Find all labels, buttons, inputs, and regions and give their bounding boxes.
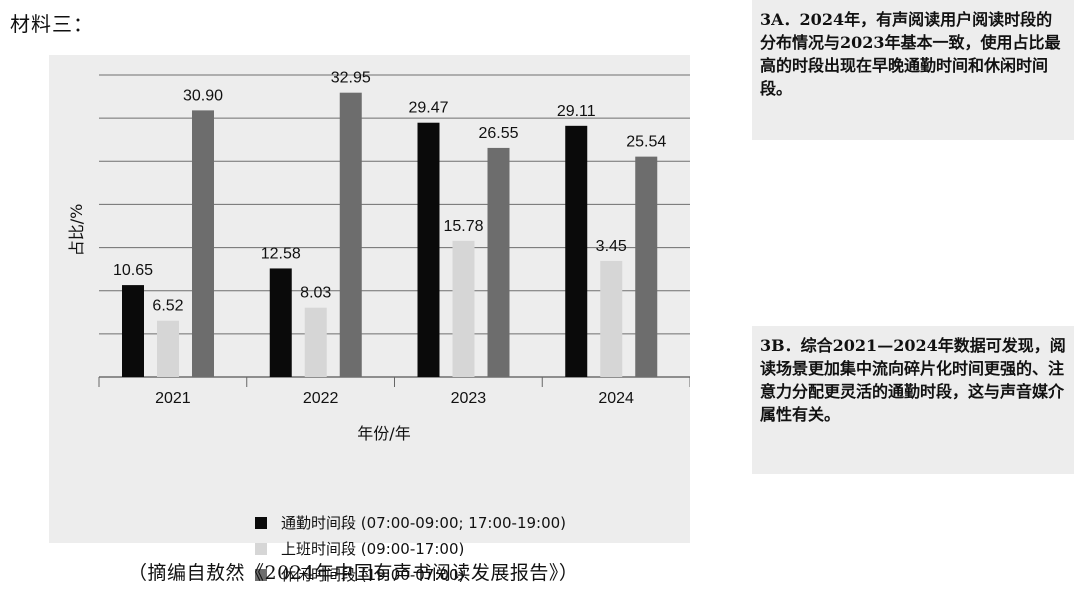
bar-2021-2 <box>192 110 214 378</box>
bar-value-label: 30.90 <box>183 87 223 104</box>
x-tick-label: 2023 <box>451 390 487 407</box>
bar-2024-2 <box>635 156 658 377</box>
material-heading: 材料三： <box>10 12 94 36</box>
bar-2023-2 <box>487 147 510 377</box>
bar-value-label: 6.52 <box>152 298 183 315</box>
bar-2022-1 <box>304 307 327 377</box>
bar-value-label: 3.45 <box>596 238 627 255</box>
bar-2023-1 <box>452 240 475 377</box>
legend-swatch-work <box>255 543 267 555</box>
bar-2022-2 <box>339 92 362 377</box>
bar-2021-1 <box>157 320 179 377</box>
bar-2024-1 <box>600 260 623 377</box>
y-axis-title: 占比/% <box>67 204 86 257</box>
bar-2022-0 <box>269 268 292 377</box>
note-3b: 3B．综合2021—2024年数据可发现，阅读场景更加集中流向碎片化时间更强的、… <box>752 326 1074 474</box>
bar-value-label: 29.11 <box>557 103 596 120</box>
bar-value-label: 26.55 <box>478 125 518 142</box>
bar-2024-0 <box>565 125 588 377</box>
x-tick-label: 2024 <box>598 390 634 407</box>
bar-value-label: 29.47 <box>408 100 448 117</box>
x-tick-label: 2022 <box>303 390 339 407</box>
source-citation: （摘编自敖然《2024年中国有声书阅读发展报告》） <box>128 562 579 584</box>
bar-value-label: 8.03 <box>300 285 331 302</box>
bar-2021-0 <box>122 285 144 377</box>
legend-swatch-leisure <box>255 569 267 581</box>
bar-value-label: 15.78 <box>443 218 483 235</box>
note-3a: 3A．2024年，有声阅读用户阅读时段的分布情况与2023年基本一致，使用占比最… <box>752 0 1074 140</box>
legend-label-work: 上班时间段 (09:00-17:00) <box>281 540 465 558</box>
chart-panel: 10.65 6.52 30.90 2021 12.58 8.03 32.95 2022 29.4… <box>49 55 690 584</box>
x-tick-label: 2021 <box>155 390 191 407</box>
bar-value-label: 32.95 <box>331 70 371 87</box>
bar-value-label: 10.65 <box>113 262 153 279</box>
x-axis-title: 年份/年 <box>357 424 410 443</box>
legend-label-commute: 通勤时间段 (07:00-09:00; 17:00-19:00) <box>281 514 567 532</box>
bar-value-label: 12.58 <box>261 245 301 262</box>
legend-label-leisure: 休闲时间段 (19:00-07:00) <box>281 566 465 584</box>
legend-swatch-commute <box>255 517 267 529</box>
bar-value-label: 25.54 <box>626 134 666 151</box>
bar-2023-0 <box>417 122 440 377</box>
bar-chart: 10.65 6.52 30.90 2021 12.58 8.03 32.95 2022 29.4… <box>67 70 690 443</box>
